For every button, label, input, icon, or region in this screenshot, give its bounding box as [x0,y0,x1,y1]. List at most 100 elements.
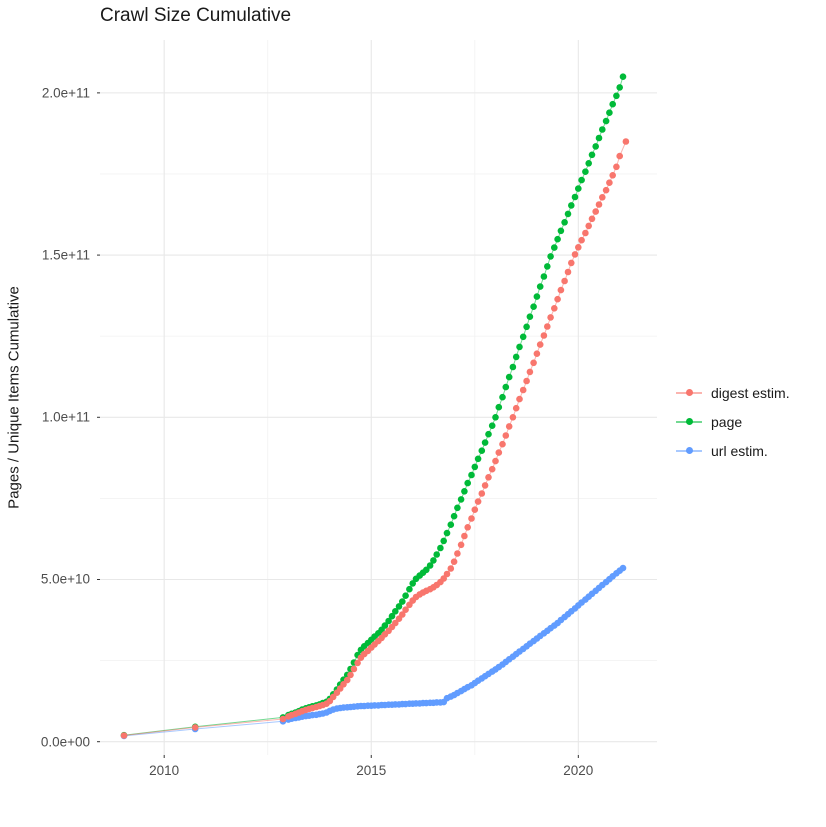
data-point-page [509,363,517,371]
data-point-page [443,529,451,537]
data-point-page [385,617,392,625]
data-point-digest-estim- [571,251,579,258]
data-point-digest-estim- [464,524,472,531]
data-point-page [599,126,606,133]
legend-entry-url-estim-: url estim. [676,436,790,465]
data-point-digest-estim- [495,449,503,456]
data-point-digest-estim- [523,377,530,385]
y-tick-label: 1.0e+11 [41,409,90,425]
data-point-page [478,447,486,455]
data-point-digest-estim- [547,314,554,321]
data-point-digest-estim- [564,268,572,276]
data-point-page [613,92,620,100]
y-tick-label: 1.5e+11 [41,247,90,263]
data-point-page [430,557,437,564]
data-point-page [457,496,465,503]
data-point-digest-estim- [585,222,592,230]
data-point-digest-estim- [530,359,537,367]
legend-key-icon [676,415,702,429]
data-point-digest-estim- [481,482,489,489]
data-point-digest-estim- [443,570,451,578]
data-point-digest-estim- [599,194,606,201]
legend-entry-digest-estim-: digest estim. [676,378,790,407]
legend-key-dot [685,447,693,454]
data-point-digest-estim- [454,550,461,557]
data-point-digest-estim- [343,676,351,684]
y-tick-label: 2.0e+11 [41,85,90,101]
y-axis-title: Pages / Unique Items Cumulative [5,286,23,509]
legend-label: url estim. [711,442,768,459]
data-point-page [571,193,579,201]
data-point-page [512,353,520,361]
legend: digest estim. page url estim. [676,378,790,465]
data-point-page [474,455,482,463]
data-point-page [582,168,589,175]
data-point-digest-estim- [279,715,287,723]
data-point-page [409,580,417,587]
data-point-page [392,608,399,615]
data-point-page [495,403,503,411]
data-point-digest-estim- [606,179,613,186]
data-point-digest-estim- [120,732,128,739]
data-point-page [585,160,592,167]
data-point-digest-estim- [488,465,496,473]
data-point-page [564,210,572,218]
data-point-digest-estim- [447,565,455,572]
data-point-page [395,603,403,610]
data-point-digest-estim- [540,332,548,339]
chart-title: Crawl Size Cumulative [100,5,292,26]
data-point-page [381,622,389,629]
data-point-digest-estim- [509,414,517,421]
data-point-page [519,333,527,341]
data-point-digest-estim- [461,532,468,540]
data-point-digest-estim- [592,208,599,215]
data-point-digest-estim- [450,558,458,565]
data-point-page [523,323,530,331]
data-point-digest-estim- [505,423,513,430]
data-point-digest-estim- [402,606,409,613]
data-point-page [399,598,406,605]
data-point-digest-estim- [468,515,475,522]
data-point-digest-estim- [512,404,520,412]
data-point-page [505,373,513,381]
data-point-page [533,293,541,300]
data-point-digest-estim- [551,305,558,312]
data-point-digest-estim- [347,671,354,679]
data-point-page [437,544,444,552]
data-point-page [464,479,472,487]
data-point-page [540,273,548,280]
data-point-page [468,471,475,479]
data-point-page [602,117,610,125]
data-point-digest-estim- [526,368,534,376]
data-point-digest-estim- [350,665,358,673]
y-tick-label: 5.0e+10 [40,571,90,587]
data-point-page [402,592,409,599]
data-point-digest-estim- [474,498,482,505]
data-point-page [616,84,623,91]
legend-key-icon [676,444,702,458]
data-point-digest-estim- [499,440,506,448]
data-point-page [551,244,558,251]
legend-label: digest estim. [711,384,790,401]
data-point-digest-estim- [595,201,603,208]
data-point-digest-estim- [191,724,199,731]
data-point-digest-estim- [533,350,541,358]
data-point-page [447,521,455,528]
data-point-page [499,393,506,401]
data-point-digest-estim- [588,215,596,223]
data-point-digest-estim- [561,277,568,285]
data-point-page [454,504,461,512]
data-point-digest-estim- [519,386,527,394]
data-point-digest-estim- [354,659,361,667]
data-point-digest-estim- [602,186,610,194]
data-point-digest-estim- [457,541,465,549]
data-point-page [502,383,510,391]
data-point-page [609,100,616,108]
data-point-page [561,219,568,226]
x-tick-label: 2010 [149,763,180,778]
data-point-digest-estim- [557,286,565,294]
data-point-page [485,430,492,438]
data-point-digest-estim- [485,474,492,481]
